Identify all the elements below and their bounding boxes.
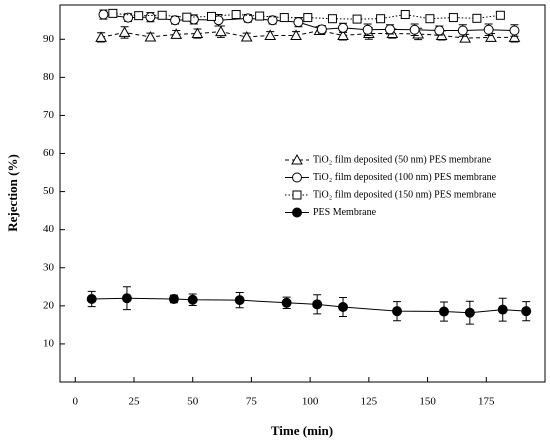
marker [145,12,156,23]
marker [215,25,227,37]
marker [425,14,435,24]
marker [392,306,403,317]
legend-label: TiO₂ film deposited (50 nm) PES membrane [313,154,492,165]
marker [144,30,157,42]
marker [483,24,494,35]
marker [170,15,181,26]
marker [242,13,253,24]
y-tick-label: 50 [43,185,55,197]
marker [170,28,183,39]
marker [290,29,302,40]
y-tick-label: 30 [43,261,55,273]
marker [352,14,362,24]
marker [108,8,118,18]
series-line [112,12,501,20]
marker [464,307,475,318]
marker [234,295,245,306]
marker [457,25,468,36]
plot-frame [59,4,546,383]
marker [206,11,216,21]
marker [521,306,532,317]
marker [264,29,277,40]
x-tick-label: 100 [302,396,319,408]
marker [459,32,471,43]
marker [362,24,373,35]
marker [337,29,349,40]
marker [384,24,395,35]
series-line [91,297,527,314]
y-axis-title: Rejection (%) [5,154,20,232]
marker [157,10,167,20]
x-axis-title: Time (min) [271,423,333,438]
marker [168,293,179,304]
marker [121,293,132,304]
marker [292,190,302,200]
y-tick-label: 90 [43,33,55,45]
marker [118,26,131,37]
marker [98,9,109,20]
x-tick-label: 175 [478,396,495,408]
x-tick-label: 150 [419,396,436,408]
marker [267,15,278,26]
x-tick-label: 25 [128,396,140,408]
marker [86,293,97,304]
marker [485,31,497,42]
marker [95,31,107,42]
y-tick-label: 20 [43,299,55,311]
marker [439,306,450,317]
marker [281,297,292,308]
marker [292,172,302,183]
marker [231,10,241,20]
y-tick-label: 40 [43,223,55,235]
marker [291,153,303,165]
marker [409,24,420,35]
y-tick-label: 10 [43,337,55,349]
marker [338,22,349,33]
y-tick-label: 60 [43,147,55,159]
marker [434,25,445,36]
legend-label: PES Membrane [313,207,377,218]
marker [292,207,302,218]
marker [472,13,482,23]
marker [240,30,253,42]
marker [293,17,304,28]
marker [509,25,520,36]
marker [316,24,327,35]
marker [448,13,458,23]
marker [182,12,192,22]
x-tick-label: 50 [187,396,199,408]
marker [303,13,313,23]
marker [255,11,265,21]
marker [338,301,349,312]
marker [134,11,144,21]
legend-label: TiO₂ film deposited (150 nm) PES membran… [313,189,497,200]
marker [508,31,521,42]
x-tick-label: 75 [246,396,258,408]
series-line [100,30,515,39]
marker [312,299,323,310]
y-tick-label: 70 [43,109,55,121]
marker [327,14,337,24]
marker [191,27,204,39]
marker [187,294,198,305]
legend-label: TiO₂ film deposited (100 nm) PES membran… [313,172,497,183]
marker [495,10,505,20]
marker [376,14,386,24]
marker [497,304,508,315]
marker [279,13,289,23]
x-tick-label: 0 [73,396,79,408]
x-tick-label: 125 [361,396,378,408]
marker [400,10,410,20]
y-tick-label: 80 [43,71,55,83]
